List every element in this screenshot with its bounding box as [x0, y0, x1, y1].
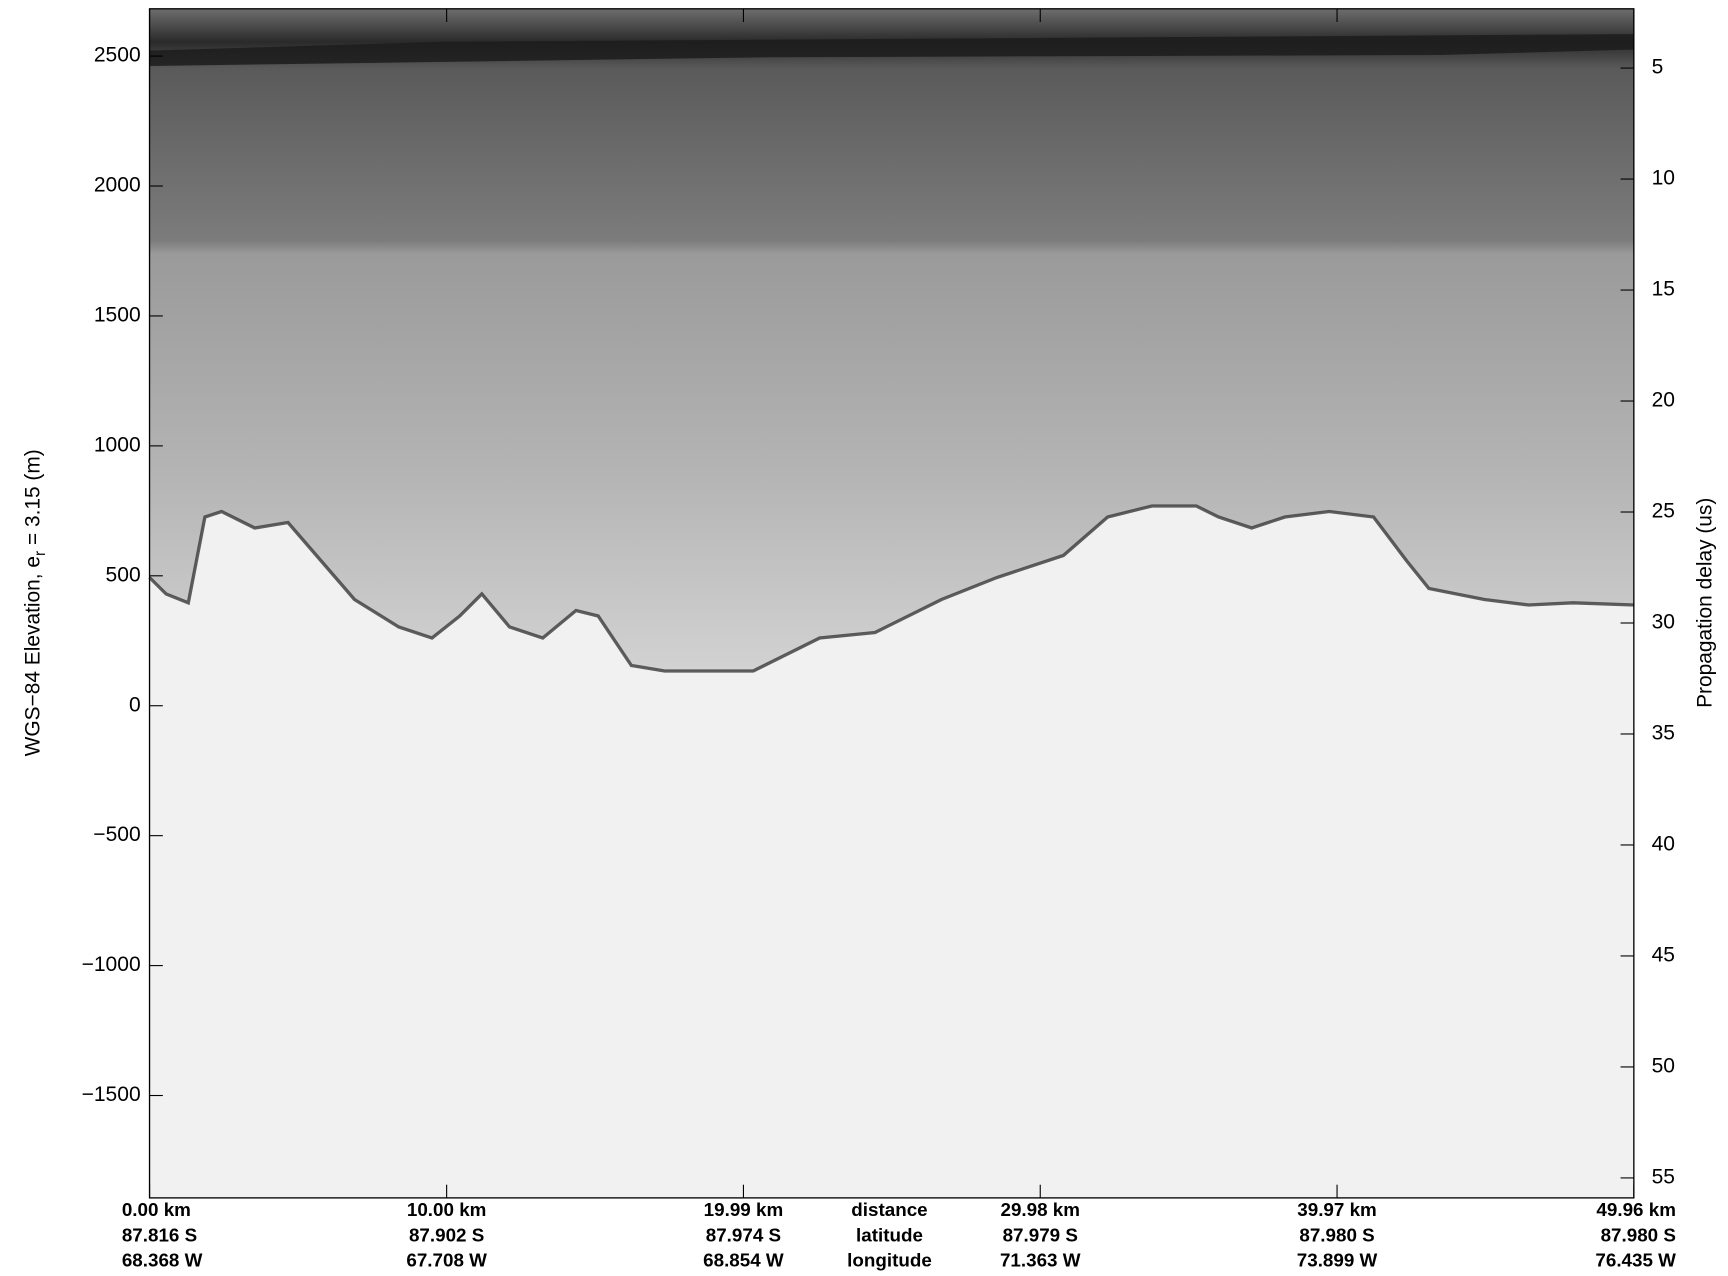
y2-tick-label: 50 [1652, 1055, 1675, 1078]
plot-frame [148, 8, 1635, 1199]
row-label: latitude [856, 1224, 923, 1245]
longitude-label: 67.708 W [406, 1250, 487, 1271]
x-tick-label: 29.98 km [1000, 1199, 1080, 1220]
y2-tick-label: 10 [1652, 167, 1675, 190]
longitude-label: 76.435 W [1595, 1250, 1676, 1271]
y2-tick-label: 20 [1652, 389, 1675, 412]
latitude-label: 87.902 S [409, 1224, 484, 1245]
longitude-label: 68.854 W [703, 1250, 784, 1271]
y-label-subscript: r [32, 551, 49, 556]
y-tick-label: 0 [129, 693, 141, 716]
y-label-part: = 3.15 (m) [21, 449, 44, 551]
longitude-label: 71.363 W [1000, 1250, 1081, 1271]
y-tick-label: 1500 [94, 304, 141, 327]
echogram [148, 8, 1635, 1199]
y-label-part: WGS−84 Elevation, e [21, 556, 44, 756]
y-tick-label: 1000 [94, 433, 141, 456]
longitude-label: 68.368 W [122, 1250, 203, 1271]
x-tick-label: 39.97 km [1297, 1199, 1377, 1220]
x-tick-label: 0.00 km [122, 1199, 191, 1220]
row-label: distance [851, 1199, 927, 1220]
latitude-label: 87.980 S [1299, 1224, 1374, 1245]
y2-tick-label: 5 [1652, 56, 1664, 79]
longitude-label: 73.899 W [1297, 1250, 1378, 1271]
row-label: longitude [847, 1250, 932, 1271]
x-tick-label: 49.96 km [1596, 1199, 1676, 1220]
x-tick-label: 19.99 km [704, 1199, 784, 1220]
latitude-label: 87.816 S [122, 1224, 197, 1245]
y-tick-label: −1000 [82, 953, 141, 976]
y2-tick-label: 35 [1652, 722, 1675, 745]
bed-reflector [148, 504, 1634, 673]
y-tick-label: −500 [93, 823, 140, 846]
latitude-label: 87.974 S [706, 1224, 781, 1245]
y2-axis-label: Propagation delay (us) [1693, 498, 1716, 708]
y2-tick-label: 45 [1652, 944, 1675, 967]
latitude-label: 87.979 S [1003, 1224, 1078, 1245]
latitude-label: 87.980 S [1601, 1224, 1676, 1245]
y-tick-label: −1500 [82, 1083, 141, 1106]
y-tick-label: 500 [106, 563, 141, 586]
y-axis-label: WGS−84 Elevation, er = 3.15 (m) [21, 449, 49, 756]
y-tick-label: 2500 [94, 44, 141, 67]
y-tick-label: 2000 [94, 174, 141, 197]
surface-band [149, 34, 1634, 66]
y2-tick-label: 55 [1652, 1166, 1675, 1189]
ice-layer [149, 8, 1634, 672]
y2-tick-label: 25 [1652, 500, 1675, 523]
y2-tick-label: 40 [1652, 833, 1675, 856]
y2-tick-label: 30 [1652, 611, 1675, 634]
x-tick-label: 10.00 km [407, 1199, 487, 1220]
y2-tick-label: 15 [1652, 278, 1675, 301]
